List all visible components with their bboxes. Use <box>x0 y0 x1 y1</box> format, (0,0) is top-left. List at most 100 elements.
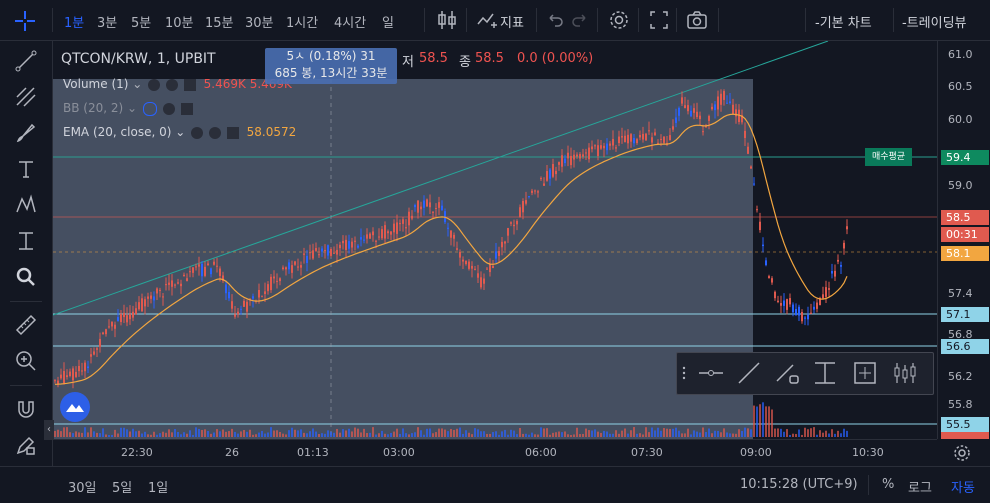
volume-bar <box>657 427 659 437</box>
brush-icon[interactable] <box>14 121 38 145</box>
range-30d[interactable]: 30일 <box>68 481 97 496</box>
auto-toggle[interactable]: 자동 <box>951 481 975 496</box>
price-axis[interactable]: 61.0 60.5 60.0 59.0 57.4 56.8 56.2 55.8 … <box>937 41 990 439</box>
indicators-button[interactable]: 지표 <box>500 16 524 31</box>
tradingview-button[interactable]: -트레이딩뷰 <box>902 16 967 31</box>
volume-bar <box>159 433 161 437</box>
crosshair-icon[interactable] <box>13 9 37 33</box>
candle-body <box>66 375 68 378</box>
timeframe-5m[interactable]: 5분 <box>131 16 152 31</box>
trend-line-icon[interactable] <box>14 49 38 73</box>
timeframe-3m[interactable]: 3분 <box>97 16 118 31</box>
drag-handle-icon[interactable] <box>681 365 687 381</box>
ema-line <box>54 113 848 385</box>
text-tool-icon[interactable] <box>14 157 38 181</box>
close-icon[interactable] <box>183 78 196 91</box>
timeframe-1m[interactable]: 1분 <box>64 16 85 31</box>
candle-body <box>114 324 116 329</box>
volume-bar <box>627 433 629 437</box>
timeframe-10m[interactable]: 10분 <box>165 16 194 31</box>
candles-tool-icon[interactable] <box>889 357 921 389</box>
log-toggle[interactable]: 로그 <box>908 481 932 496</box>
camera-icon[interactable] <box>685 8 709 32</box>
eye-hidden-icon[interactable] <box>142 101 157 116</box>
timeframe-15m[interactable]: 15분 <box>205 16 234 31</box>
volume-bar <box>720 432 722 437</box>
symbol-title[interactable]: QTCON/KRW, 1, UPBIT <box>61 51 216 67</box>
lock-pencil-icon[interactable] <box>14 433 38 457</box>
price-chart[interactable] <box>53 41 937 439</box>
candle-body <box>432 211 434 213</box>
tradingview-logo-icon[interactable] <box>59 391 91 423</box>
basic-chart-button[interactable]: -기본 차트 <box>815 16 872 31</box>
candle-body <box>717 96 719 110</box>
gear-icon[interactable] <box>162 102 175 115</box>
range-5d[interactable]: 5일 <box>112 481 133 496</box>
volume-bar <box>594 429 596 437</box>
timeframe-1h[interactable]: 1시간 <box>286 16 319 31</box>
candle-body <box>87 366 89 369</box>
collapse-toolbar-handle[interactable]: ‹ <box>44 420 54 440</box>
candle-style-icon[interactable] <box>436 8 458 32</box>
candle-body <box>375 240 377 242</box>
volume-legend[interactable]: Volume (1) ⌄ 5.469K 5.469K <box>63 77 292 91</box>
close-label: 종 <box>459 55 471 70</box>
volume-bar <box>756 406 758 437</box>
candle-body <box>246 301 248 312</box>
ruler-icon[interactable] <box>14 313 38 337</box>
line-tool-icon[interactable] <box>733 357 765 389</box>
volume-bar <box>318 434 320 437</box>
volume-bar <box>324 433 326 437</box>
range-1d[interactable]: 1일 <box>148 481 169 496</box>
eye-icon[interactable] <box>191 126 204 139</box>
gear-icon[interactable] <box>208 126 221 139</box>
chevron-down-icon[interactable]: ⌄ <box>175 125 186 139</box>
candle-body <box>810 312 812 314</box>
price-range-icon[interactable] <box>809 357 841 389</box>
magnifier-icon[interactable] <box>14 265 38 289</box>
pattern-icon[interactable] <box>14 193 38 217</box>
undo-icon[interactable] <box>545 8 565 32</box>
chevron-down-icon[interactable]: ⌄ <box>132 77 143 91</box>
measure-range-icon[interactable] <box>14 229 38 253</box>
candle-body <box>351 241 353 248</box>
percent-toggle[interactable]: % <box>882 477 895 492</box>
volume-bar <box>429 428 431 437</box>
pitchfork-icon[interactable] <box>14 85 38 109</box>
candle-body <box>600 145 602 149</box>
bb-legend[interactable]: BB (20, 2) ⌄ <box>63 101 193 116</box>
timeframe-30m[interactable]: 30분 <box>245 16 274 31</box>
candle-body <box>369 233 371 239</box>
horizontal-ray-icon[interactable] <box>695 357 727 389</box>
volume-bar <box>570 434 572 437</box>
rectangle-tool-icon[interactable] <box>849 357 881 389</box>
shape-tool-icon[interactable] <box>771 357 803 389</box>
candle-body <box>150 295 152 299</box>
chart-settings-gear-icon[interactable] <box>952 443 972 463</box>
indicators-icon[interactable] <box>476 8 500 32</box>
gear-icon[interactable] <box>166 78 178 91</box>
candle-body <box>162 296 164 298</box>
chart-pane[interactable]: QTCON/KRW, 1, UPBIT 저 58.5 종 58.5 0.0 (0… <box>53 41 937 439</box>
magnet-icon[interactable] <box>14 397 38 421</box>
chevron-down-icon[interactable]: ⌄ <box>127 101 138 115</box>
fullscreen-icon[interactable] <box>648 8 670 32</box>
clock-readout[interactable]: 10:15:28 (UTC+9) <box>740 477 858 492</box>
volume-bar <box>327 430 329 437</box>
volume-bar <box>831 429 833 437</box>
close-icon[interactable] <box>226 126 239 139</box>
volume-bar <box>330 431 332 437</box>
candle-body <box>285 267 287 270</box>
timeframe-day[interactable]: 일 <box>382 16 394 31</box>
volume-bar <box>300 429 302 437</box>
redo-icon[interactable] <box>570 8 590 32</box>
time-label: 07:30 <box>631 446 663 459</box>
close-icon[interactable] <box>180 102 193 115</box>
ema-legend[interactable]: EMA (20, close, 0) ⌄ 58.0572 <box>63 125 296 139</box>
volume-bar <box>339 432 341 437</box>
settings-gear-icon[interactable] <box>607 8 631 32</box>
eye-icon[interactable] <box>148 78 161 91</box>
zoom-in-icon[interactable] <box>14 349 38 373</box>
time-axis[interactable]: 22:30 26 01:13 03:00 06:00 07:30 09:00 1… <box>53 439 937 466</box>
timeframe-4h[interactable]: 4시간 <box>334 16 367 31</box>
